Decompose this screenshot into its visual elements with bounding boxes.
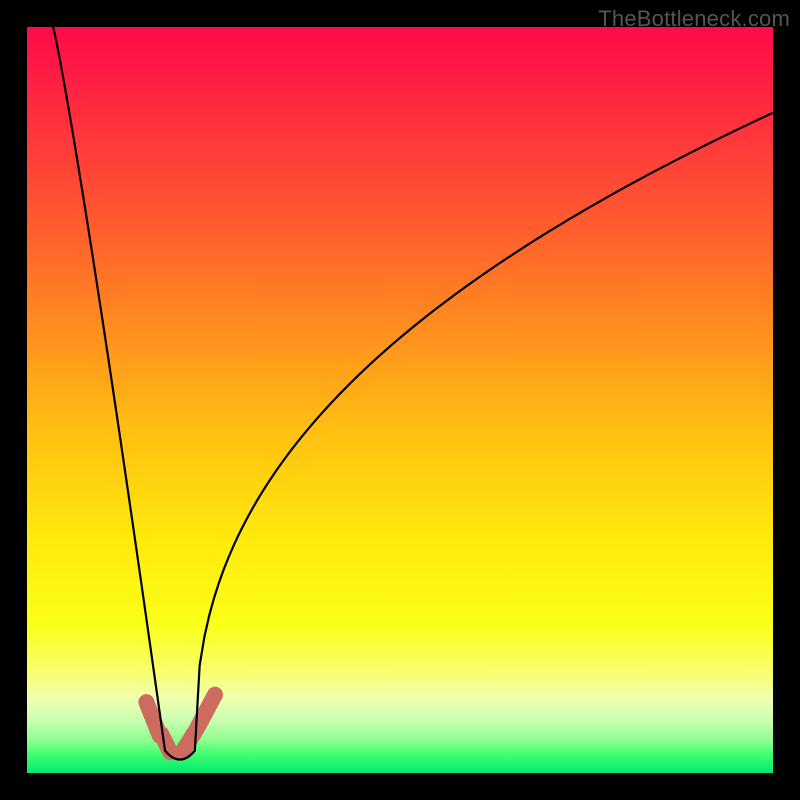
watermark-text: TheBottleneck.com (598, 6, 790, 32)
chart-frame: TheBottleneck.com (0, 0, 800, 800)
bottleneck-chart (27, 27, 773, 773)
gradient-background (27, 27, 773, 773)
plot-area (27, 27, 773, 773)
